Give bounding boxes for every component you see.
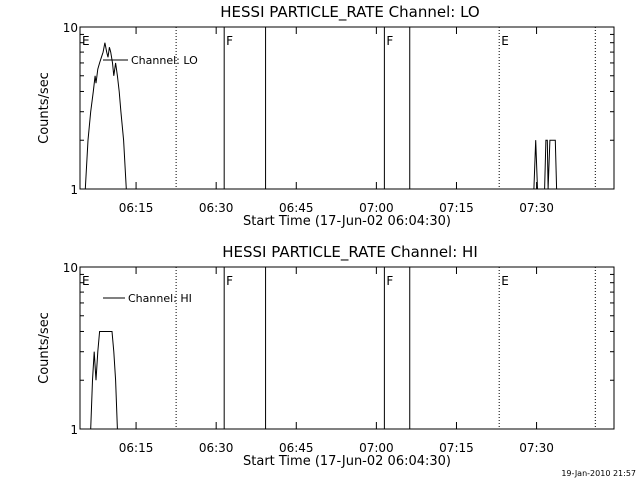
x-tick-label: 07:15 bbox=[439, 441, 474, 455]
x-tick-label: 07:30 bbox=[519, 201, 554, 215]
x-tick-label: 07:30 bbox=[519, 441, 554, 455]
y-tick-label: 10 bbox=[63, 261, 78, 275]
x-tick-label: 06:30 bbox=[199, 201, 234, 215]
marker-flag: F bbox=[226, 274, 233, 288]
x-tick-label: 06:30 bbox=[199, 441, 234, 455]
generated-timestamp: 19-Jan-2010 21:57 bbox=[561, 469, 636, 478]
x-axis-label: Start Time (17-Jun-02 06:04:30) bbox=[243, 214, 451, 229]
axis-ticks: 06:15 06:30 06:45 07:00 07:15 07:30 1 10 bbox=[63, 21, 614, 215]
series-line bbox=[533, 139, 558, 190]
x-tick-label: 07:15 bbox=[439, 201, 474, 215]
series-line bbox=[90, 331, 118, 430]
data-series bbox=[90, 331, 118, 430]
legend-label: Channel: LO bbox=[131, 54, 198, 67]
time-markers bbox=[79, 267, 596, 429]
marker-flag: E bbox=[82, 274, 90, 288]
marker-flag: F bbox=[386, 34, 393, 48]
x-tick-label: 06:15 bbox=[119, 201, 154, 215]
y-tick-label: 10 bbox=[63, 21, 78, 35]
marker-flag: E bbox=[501, 34, 509, 48]
y-axis-label: Counts/sec bbox=[37, 72, 52, 144]
axis-ticks: 06:15 06:30 06:45 07:00 07:15 07:30 1 10 bbox=[63, 261, 614, 455]
series-line bbox=[84, 42, 127, 190]
x-tick-label: 07:00 bbox=[359, 441, 394, 455]
chart-panel-hi: HESSI PARTICLE_RATE Channel: HI E F F E 06:… bbox=[37, 243, 615, 469]
chart-title: HESSI PARTICLE_RATE Channel: HI bbox=[222, 243, 478, 262]
y-tick-label: 1 bbox=[70, 183, 78, 197]
y-tick-label: 1 bbox=[70, 423, 78, 437]
marker-flag: F bbox=[386, 274, 393, 288]
time-markers bbox=[79, 27, 596, 189]
chart-title: HESSI PARTICLE_RATE Channel: LO bbox=[220, 3, 479, 22]
plot-frame bbox=[79, 26, 615, 190]
legend-label: Channel: HI bbox=[128, 292, 192, 305]
x-tick-label: 07:00 bbox=[359, 201, 394, 215]
chart-panel-lo: HESSI PARTICLE_RATE Channel: LO E F F E 06:… bbox=[37, 3, 615, 229]
x-tick-label: 06:45 bbox=[279, 441, 314, 455]
data-series bbox=[84, 42, 558, 190]
marker-flag: F bbox=[226, 34, 233, 48]
legend: Channel: HI bbox=[103, 292, 192, 305]
y-axis-label: Counts/sec bbox=[37, 312, 52, 384]
x-tick-label: 06:15 bbox=[119, 441, 154, 455]
marker-flag: E bbox=[82, 34, 90, 48]
marker-flag: E bbox=[501, 274, 509, 288]
legend: Channel: LO bbox=[103, 54, 198, 67]
x-axis-label: Start Time (17-Jun-02 06:04:30) bbox=[243, 454, 451, 469]
x-tick-label: 06:45 bbox=[279, 201, 314, 215]
